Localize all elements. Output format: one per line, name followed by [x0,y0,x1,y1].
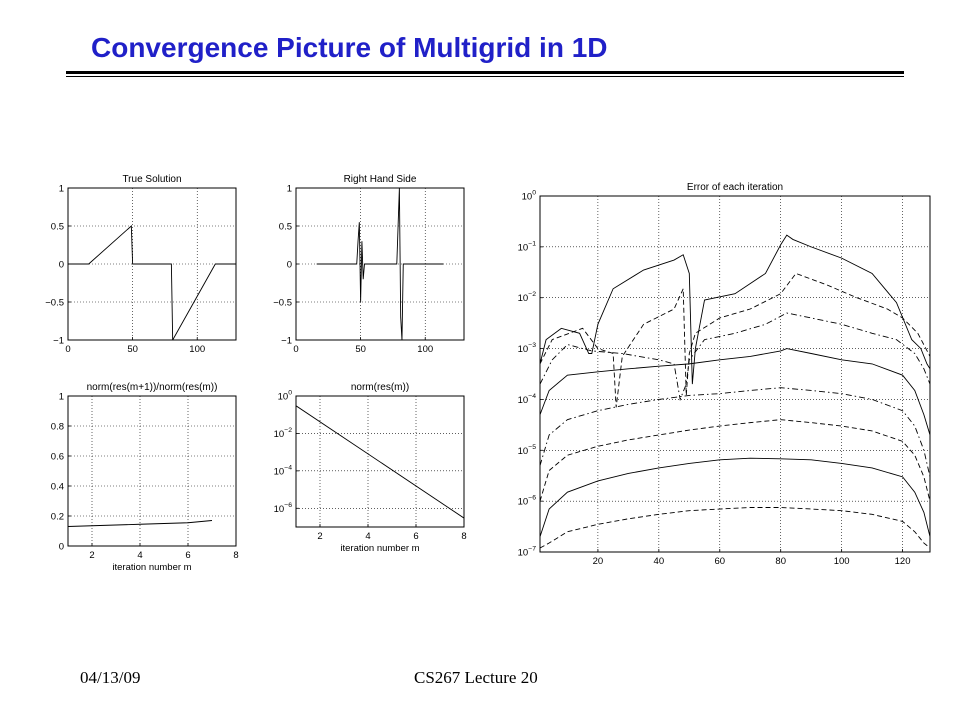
x-tick-label: 120 [895,556,911,567]
series-line-6 [540,419,930,502]
chart-title: Error of each iteration [687,182,783,193]
y-tick-label: 10−5 [518,444,537,457]
x-tick-label: 6 [185,550,190,561]
axes-frame [539,195,931,553]
y-tick-label: 10−6 [518,495,537,508]
chart-true-solution: 0 50 100 −1 −0.5 0 0.5 1 True Solution [45,174,237,355]
chart-title: norm(res(m+1))/norm(res(m)) [87,382,218,393]
chart-title: norm(res(m)) [351,382,409,393]
series-line-4 [540,348,930,436]
x-tick-label: 60 [714,556,725,567]
x-tick-label: 2 [317,531,322,542]
series-line-1 [68,225,236,340]
x-tick-label: 50 [355,344,366,355]
x-axis-label: iteration number m [340,543,419,554]
y-tick-label: 10−4 [518,393,537,406]
slide-title: Convergence Picture of Multigrid in 1D [91,32,608,63]
series-line-5 [540,387,930,477]
series-line-1 [68,520,213,527]
x-tick-label: 50 [127,344,138,355]
x-tick-label: 80 [775,556,786,567]
series-line-1 [316,188,444,340]
x-tick-label: 20 [593,556,604,567]
series-line-3 [540,312,930,402]
x-tick-label: 40 [654,556,665,567]
y-tick-label: 1 [59,184,64,195]
y-tick-label: 1 [59,392,64,403]
y-tick-label: 0.5 [279,222,292,233]
series-line-8 [540,507,930,549]
y-tick-label: 0.8 [51,422,64,433]
y-tick-label: −0.5 [273,298,292,309]
axes-frame [67,395,237,547]
x-tick-label: 0 [293,344,298,355]
y-tick-label: 0.5 [51,222,64,233]
y-tick-label: 10−6 [274,502,293,515]
series-line-1 [540,234,930,385]
chart-residual-norm: 2 4 6 8 100 10−2 10−4 10−6 norm(res(m)) iteration… [274,382,467,554]
y-tick-label: 0 [59,260,64,271]
title-rule [66,71,904,74]
footer-course: CS267 Lecture 20 [414,668,538,687]
y-tick-label: 0.4 [51,482,64,493]
x-tick-label: 0 [65,344,70,355]
chart-residual-ratio: 2 4 6 8 0 0.2 0.4 0.6 0.8 1 norm(res(m+1))/norm(re… [51,382,239,573]
y-tick-label: 0.2 [51,512,64,523]
chart-title: Right Hand Side [344,174,417,185]
chart-right-hand-side: 0 50 100 −1 −0.5 0 0.5 1 Right Hand Side [273,174,465,355]
x-tick-label: 4 [137,550,142,561]
x-axis-label: iteration number m [112,562,191,573]
y-tick-label: 100 [522,190,537,203]
title-rule-thin [66,76,904,77]
x-tick-label: 6 [413,531,418,542]
y-tick-label: 10−2 [274,427,293,440]
y-tick-label: −1 [281,336,292,347]
x-tick-label: 8 [233,550,238,561]
footer-date: 04/13/09 [80,668,141,687]
series-line-7 [540,457,930,537]
y-tick-label: 10−2 [518,291,537,304]
y-tick-label: 0.6 [51,452,64,463]
y-tick-label: 10−7 [518,546,537,559]
y-tick-label: 0 [59,542,64,553]
y-tick-label: −0.5 [45,298,64,309]
x-tick-label: 100 [834,556,850,567]
series-line-1 [296,405,464,519]
y-tick-label: 10−1 [518,240,537,253]
y-tick-label: 0 [287,260,292,271]
axes-frame [295,395,465,528]
x-tick-label: 2 [89,550,94,561]
y-tick-label: 10−4 [274,464,293,477]
chart-error-each-iteration: 20 40 60 80 100 120 100 10−1 10−2 10−3 10−4 10−5 10−… [518,182,931,567]
y-tick-label: −1 [53,336,64,347]
y-tick-label: 1 [287,184,292,195]
x-tick-label: 8 [461,531,466,542]
chart-title: True Solution [122,174,181,185]
x-tick-label: 4 [365,531,370,542]
y-tick-label: 10−3 [518,342,537,355]
x-tick-label: 100 [417,344,433,355]
x-tick-label: 100 [189,344,205,355]
series-line-2 [540,272,930,408]
y-tick-label: 100 [278,390,293,403]
